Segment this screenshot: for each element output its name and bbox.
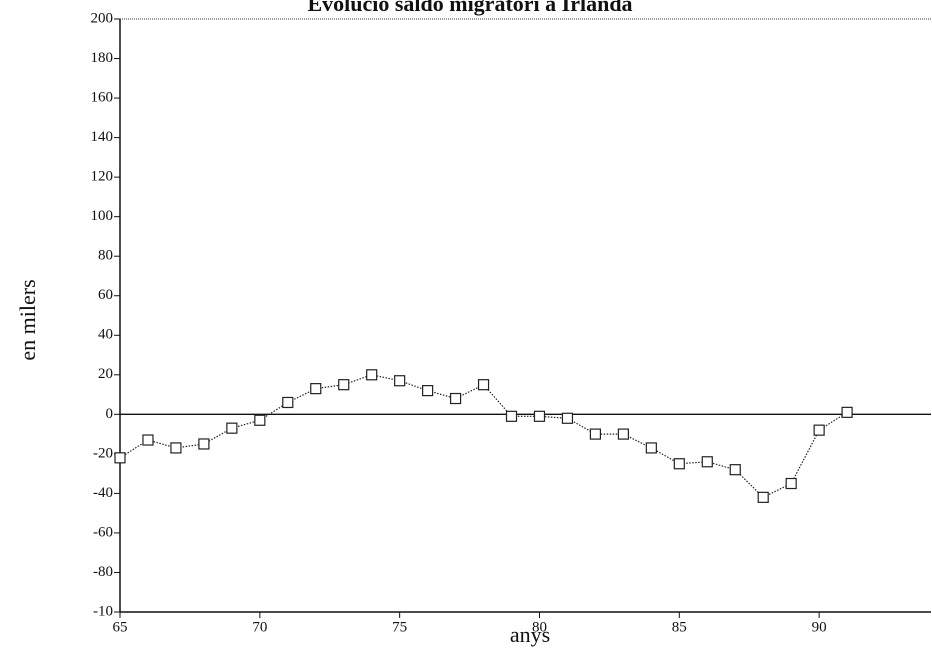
- y-tick-label: 100: [91, 208, 114, 224]
- x-tick-label: 75: [392, 619, 407, 635]
- data-point: [226, 422, 238, 434]
- data-point: [114, 452, 126, 464]
- y-tick-label: -40: [93, 485, 113, 501]
- x-axis-label: anys: [510, 622, 550, 647]
- y-tick-label: 60: [98, 287, 113, 303]
- data-point: [338, 379, 350, 391]
- data-point: [841, 406, 853, 418]
- y-tick-label: -20: [93, 445, 113, 461]
- data-point: [366, 369, 378, 381]
- x-tick-label: 85: [672, 619, 687, 635]
- data-point: [617, 428, 629, 440]
- x-tick-label: 80: [532, 619, 547, 635]
- data-point: [477, 379, 490, 391]
- x-tick-label: 70: [252, 619, 267, 635]
- data-point: [533, 410, 546, 422]
- data-point: [170, 442, 182, 454]
- series-line: [119, 374, 848, 499]
- y-tick-label: 40: [98, 327, 113, 343]
- chart-title: Evolució saldo migratori a Irlanda: [307, 0, 632, 16]
- data-point: [394, 375, 406, 387]
- y-tick-label: 140: [91, 129, 114, 145]
- y-tick-label: -60: [93, 524, 113, 540]
- data-point: [449, 392, 462, 405]
- data-point: [198, 438, 210, 450]
- data-point: [673, 458, 685, 470]
- y-axis-label: en milers: [15, 279, 40, 360]
- data-point: [757, 491, 769, 503]
- y-tick-label: 180: [91, 50, 114, 66]
- data-point: [310, 383, 322, 395]
- data-point: [142, 434, 154, 446]
- y-tick-label: 0: [106, 406, 114, 422]
- data-point: [505, 410, 518, 422]
- data-point: [813, 424, 825, 436]
- y-tick-label: 20: [98, 366, 113, 382]
- y-tick-label: 80: [98, 248, 113, 264]
- y-tick-label: -10: [93, 603, 113, 619]
- y-tick-label: 200: [91, 10, 114, 26]
- data-point: [729, 464, 741, 476]
- data-point: [254, 414, 266, 426]
- y-tick-label: 160: [91, 90, 114, 106]
- x-tick-label: 90: [812, 619, 827, 635]
- data-point: [785, 477, 797, 490]
- data-point: [645, 442, 657, 454]
- data-point: [561, 412, 574, 424]
- data-point: [422, 385, 434, 397]
- x-tick-label: 65: [113, 619, 128, 635]
- y-tick-label: 120: [91, 169, 114, 185]
- data-point: [282, 396, 294, 409]
- data-point: [701, 456, 713, 468]
- data-point: [589, 428, 602, 440]
- y-tick-label: -80: [93, 564, 113, 580]
